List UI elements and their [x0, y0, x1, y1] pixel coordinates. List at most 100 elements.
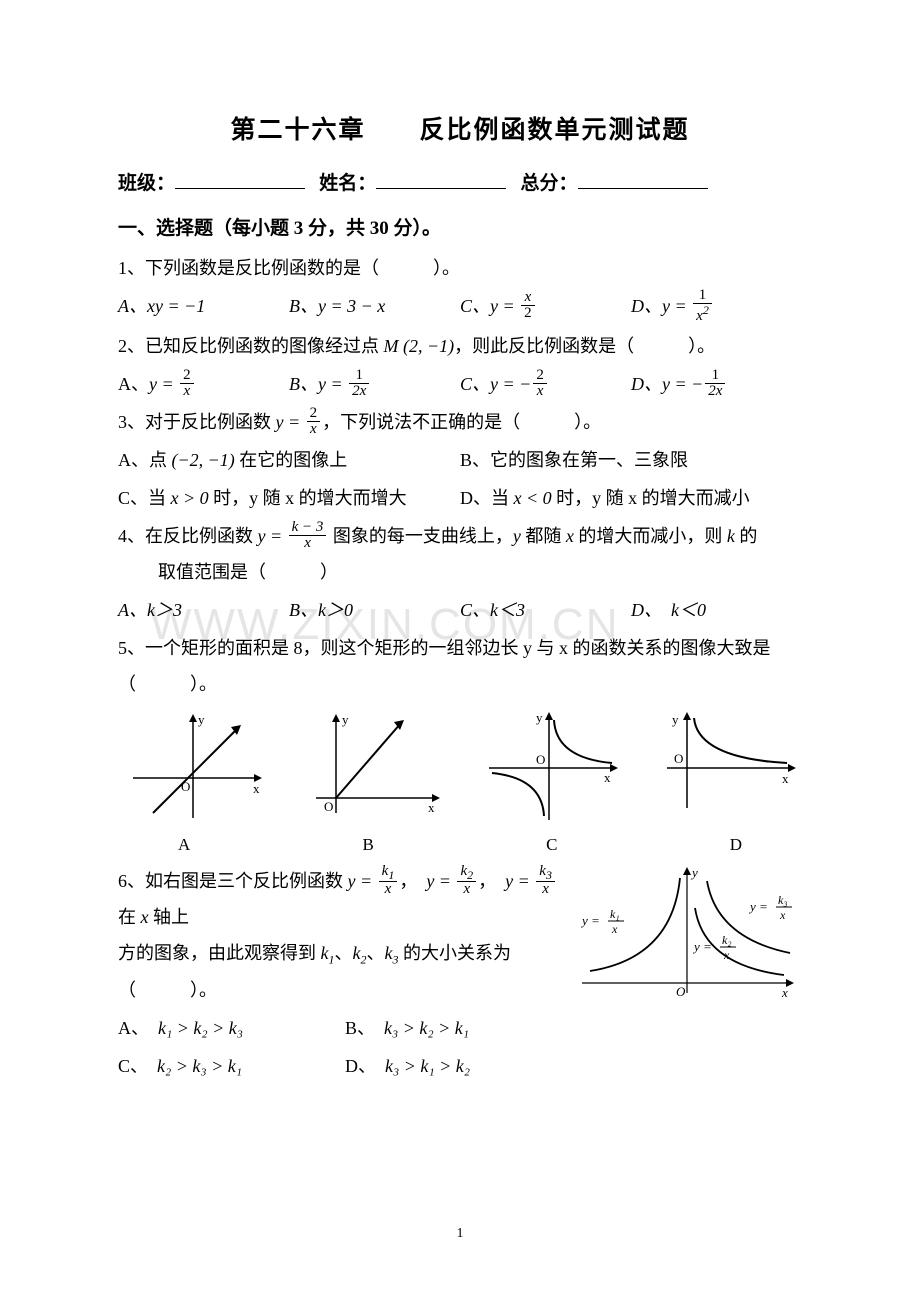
q3-a-b: 在它的图像上 [235, 450, 348, 470]
svg-text:x: x [604, 770, 611, 785]
question-6-row: 6、如右图是三个反比例函数 y = k1x， y = k2x， y = k3x … [118, 863, 802, 1086]
q6-c-eq: k₂ > k₃ > k₁ [157, 1056, 242, 1076]
svg-text:O: O [181, 779, 190, 794]
chart-q6-icon: y x O y = k₁ x y = k₂ x y = k₃ x [572, 863, 802, 1013]
q3-a-a: A、点 [118, 450, 172, 470]
q6-d-eq: k₃ > k₁ > k₂ [385, 1056, 470, 1076]
q6-line2: 方的图象，由此观察得到 k1、k2、k3 的大小关系为（ ）。 [118, 935, 572, 1008]
q4-text-e: 的 [735, 526, 758, 546]
q1-c-label: C、 [460, 296, 490, 316]
q2-opt-d: D、y = −12x [631, 366, 802, 402]
q6-d-lab: D、 [345, 1056, 385, 1076]
chart-b-icon: y x O [296, 708, 446, 828]
question-2: 2、已知反比例函数的图像经过点 M (2, −1)，则此反比例函数是（ ）。 [118, 328, 802, 364]
svg-text:y: y [690, 865, 698, 880]
q2-opt-a: A、y = 2x [118, 366, 289, 402]
question-3: 3、对于反比例函数 y = 2x，下列说法不正确的是（ ）。 [118, 404, 802, 440]
q1-opt-c: C、y = x2 [460, 288, 631, 326]
question-5: 5、一个矩形的面积是 8，则这个矩形的一组邻边长 y 与 x 的函数关系的图像大… [118, 630, 802, 702]
q1-b-eq: y = 3 − x [318, 296, 385, 316]
q3-opt-c: C、当 x > 0 时，y 随 x 的增大而增大 [118, 480, 460, 516]
svg-text:x: x [723, 948, 730, 962]
q3-options-1: A、点 (−2, −1) 在它的图像上 B、它的图象在第一、三象限 [118, 442, 802, 478]
svg-text:y: y [198, 712, 205, 727]
q1-c-eq: y = [490, 296, 519, 316]
q1-a-eq: xy = −1 [147, 296, 205, 316]
q5-label-d: D [730, 835, 742, 855]
chart-c-icon: y x O [474, 708, 624, 828]
q2-text-a: 2、已知反比例函数的图像经过点 [118, 336, 384, 356]
q1-d-label: D、 [631, 296, 662, 316]
q6-e: 轴上 [149, 907, 190, 927]
q6-opt-a: A、 k₁ > k₂ > k₃ [118, 1010, 345, 1046]
q4-d: D、 k＜0 [631, 600, 706, 620]
q4-options: A、k＞3 B、k＞0 C、k＜3 D、 k＜0 [118, 592, 802, 628]
class-label: 班级： [118, 173, 175, 194]
q3-opt-a: A、点 (−2, −1) 在它的图像上 [118, 442, 460, 478]
svg-text:k₂: k₂ [722, 933, 732, 947]
q4-opt-a: A、k＞3 [118, 592, 289, 628]
question-6: 6、如右图是三个反比例函数 y = k1x， y = k2x， y = k3x … [118, 863, 572, 935]
q5-labels: A B C D [178, 835, 742, 855]
q4-a: A、k＞3 [118, 600, 182, 620]
q5-graph-d: y x O [652, 708, 802, 833]
q3-d-b: 时，y 随 x 的增大而减小 [552, 488, 750, 508]
q3-text-b: ，下列说法不正确的是（ ）。 [322, 412, 601, 432]
q4-text-b: 图象的每一支曲线上， [328, 526, 513, 546]
svg-text:O: O [324, 799, 333, 814]
frac-icon: 1x2 [693, 288, 712, 324]
form-line: 班级： 姓名： 总分： [118, 168, 802, 195]
q3-text-a: 3、对于反比例函数 [118, 412, 276, 432]
q4-line2: 取值范围是（ ） [118, 554, 802, 590]
svg-text:k₃: k₃ [778, 893, 788, 907]
q1-d-eq: y = [662, 296, 691, 316]
q6-d: 在 [118, 907, 141, 927]
q6-a-eq: k₁ > k₂ > k₃ [158, 1018, 243, 1038]
svg-text:y =: y = [580, 913, 600, 928]
q4-text-c: 都随 [521, 526, 566, 546]
doc-title: 第二十六章 反比例函数单元测试题 [118, 110, 802, 146]
total-blank [578, 168, 708, 189]
q1-text: 1、下列函数是反比例函数的是（ ）。 [118, 258, 460, 278]
frac-icon: k2x [457, 864, 476, 897]
svg-text:x: x [779, 908, 786, 922]
q6-l2c: 、 [367, 943, 385, 963]
name-label: 姓名： [319, 173, 376, 194]
q2-b-label: B、 [289, 374, 318, 394]
q2-c-label: C、 [460, 374, 490, 394]
q3-c-a: C、当 [118, 488, 171, 508]
q2-point: M (2, −1) [384, 336, 455, 356]
q1-options: A、xy = −1 B、y = 3 − x C、y = x2 D、y = 1x2 [118, 288, 802, 326]
q4-b: B、k＞0 [289, 600, 353, 620]
q1-opt-d: D、y = 1x2 [631, 288, 802, 326]
frac-icon: k1x [379, 864, 398, 897]
svg-text:y: y [342, 712, 349, 727]
svg-text:x: x [611, 922, 618, 936]
q2-options: A、y = 2x B、y = 12x C、y = −2x D、y = −12x [118, 366, 802, 402]
q5-label-a: A [178, 835, 190, 855]
svg-text:y =: y = [748, 899, 768, 914]
q5-label-c: C [546, 835, 557, 855]
q4-opt-b: B、k＞0 [289, 592, 460, 628]
question-4: 4、在反比例函数 y = k − 3x 图象的每一支曲线上，y 都随 x 的增大… [118, 518, 802, 554]
q3-opt-b: B、它的图象在第一、三象限 [460, 442, 802, 478]
frac-icon: 2x [180, 368, 194, 399]
q6-l2b: 、 [335, 943, 353, 963]
frac-icon: 2x [307, 406, 321, 437]
svg-text:x: x [782, 771, 789, 786]
q6-opt-b: B、 k₃ > k₂ > k₁ [345, 1010, 572, 1046]
q3-d-cond: x < 0 [514, 488, 552, 508]
q3-c-cond: x > 0 [171, 488, 209, 508]
q5-graph-b: y x O [296, 708, 446, 833]
q6-graph: y x O y = k₁ x y = k₂ x y = k₃ x [572, 863, 802, 1018]
chart-d-icon: y x O [652, 708, 802, 828]
q6-opt-d: D、 k₃ > k₁ > k₂ [345, 1048, 572, 1084]
frac-icon: 2x [533, 368, 547, 399]
chart-a-icon: y x O [118, 708, 268, 828]
svg-text:O: O [676, 984, 686, 999]
q6-options-2: C、 k₂ > k₃ > k₁ D、 k₃ > k₁ > k₂ [118, 1048, 572, 1084]
q1-b-label: B、 [289, 296, 318, 316]
q6-a: 6、如右图是三个反比例函数 [118, 871, 348, 891]
q3-a-pt: (−2, −1) [172, 450, 235, 470]
q1-opt-b: B、y = 3 − x [289, 288, 460, 326]
